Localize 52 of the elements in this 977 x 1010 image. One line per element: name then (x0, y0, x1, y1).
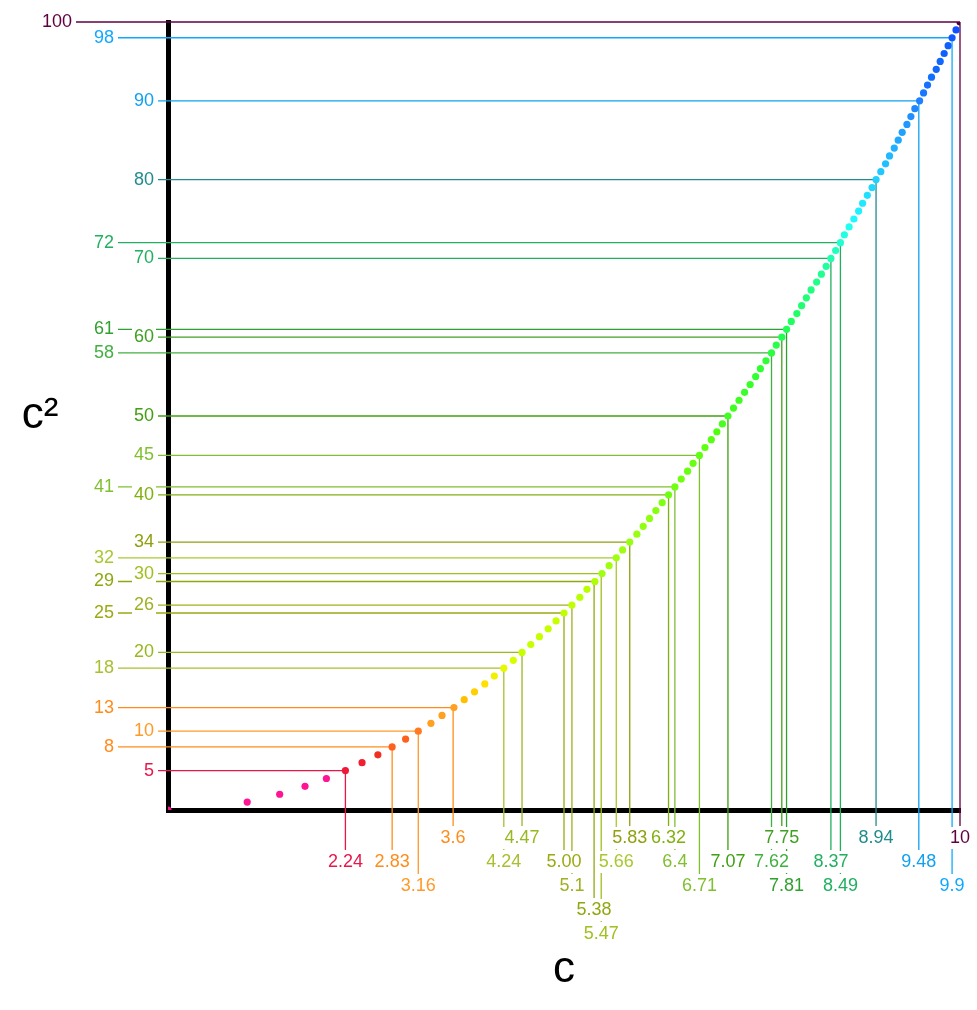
ref-line-label: 8.37 (813, 850, 849, 871)
ref-line-label: 3.16 (400, 874, 436, 895)
x-tick-label: 4.47 (504, 826, 540, 847)
x-tick-label: 10 (949, 826, 971, 847)
x-tick-label: 3.6 (440, 826, 466, 847)
ref-line-label: 8 (103, 735, 114, 756)
ref-line-label: 9.9 (939, 874, 965, 895)
y-tick-label: 90 (133, 89, 154, 110)
ref-line-label: 72 (93, 231, 114, 252)
y-tick-label: 70 (133, 247, 154, 268)
y-tick-label: 50 (133, 404, 154, 425)
ref-line-label: 7.62 (753, 850, 790, 871)
x-axis-title: c (553, 942, 575, 992)
ref-line-label: 13 (93, 696, 114, 717)
ref-line-label: 5.66 (598, 850, 634, 871)
ref-line-label: 25 (93, 601, 114, 622)
ref-line-label: 5.00 (546, 850, 582, 871)
ref-line-label: 5.47 (583, 922, 619, 943)
ref-line-label: 58 (93, 341, 114, 362)
ref-line-label: 5.1 (559, 874, 585, 895)
ref-line-label: 61 (93, 318, 114, 339)
y-axis-title: c² (21, 388, 59, 438)
y-tick-label: 34 (133, 531, 154, 552)
y-tick-label: 60 (133, 326, 154, 347)
ref-line-label: 2.24 (327, 850, 363, 871)
y-tick-label: 5 (143, 759, 154, 780)
ref-line-label: 5.38 (576, 898, 612, 919)
x-tick-label: 6.32 (651, 826, 687, 847)
x-tick-label: 8.94 (858, 826, 894, 847)
ref-line-label: 41 (93, 475, 114, 496)
ref-line-label: 8.49 (822, 874, 858, 895)
x-tick-label: 5.83 (612, 826, 648, 847)
y-tick-label: 10 (133, 720, 154, 741)
ref-line-label: 6.71 (681, 874, 717, 895)
y-tick-label: 20 (133, 641, 154, 662)
ref-line-label: 7.07 (710, 850, 746, 871)
ref-line-label: 7.81 (769, 874, 805, 895)
ref-line-label: 32 (93, 546, 114, 567)
ref-line-label: 100 (41, 10, 72, 31)
ref-line-label: 18 (93, 657, 114, 678)
ref-line-label: 2.83 (374, 850, 410, 871)
x-tick-label: 7.75 (764, 826, 800, 847)
y-tick-label: 80 (133, 168, 154, 189)
ref-line-label: 4.24 (486, 850, 522, 871)
y-tick-label: 45 (133, 444, 154, 465)
y-tick-label: 26 (133, 594, 154, 615)
ref-line-label: 98 (93, 26, 114, 47)
y-tick-label: 30 (133, 562, 154, 583)
ref-line-label: 29 (93, 570, 114, 591)
ref-line-label: 9.48 (901, 850, 937, 871)
y-tick-label: 40 (133, 483, 154, 504)
ref-line-label: 6.4 (662, 850, 688, 871)
